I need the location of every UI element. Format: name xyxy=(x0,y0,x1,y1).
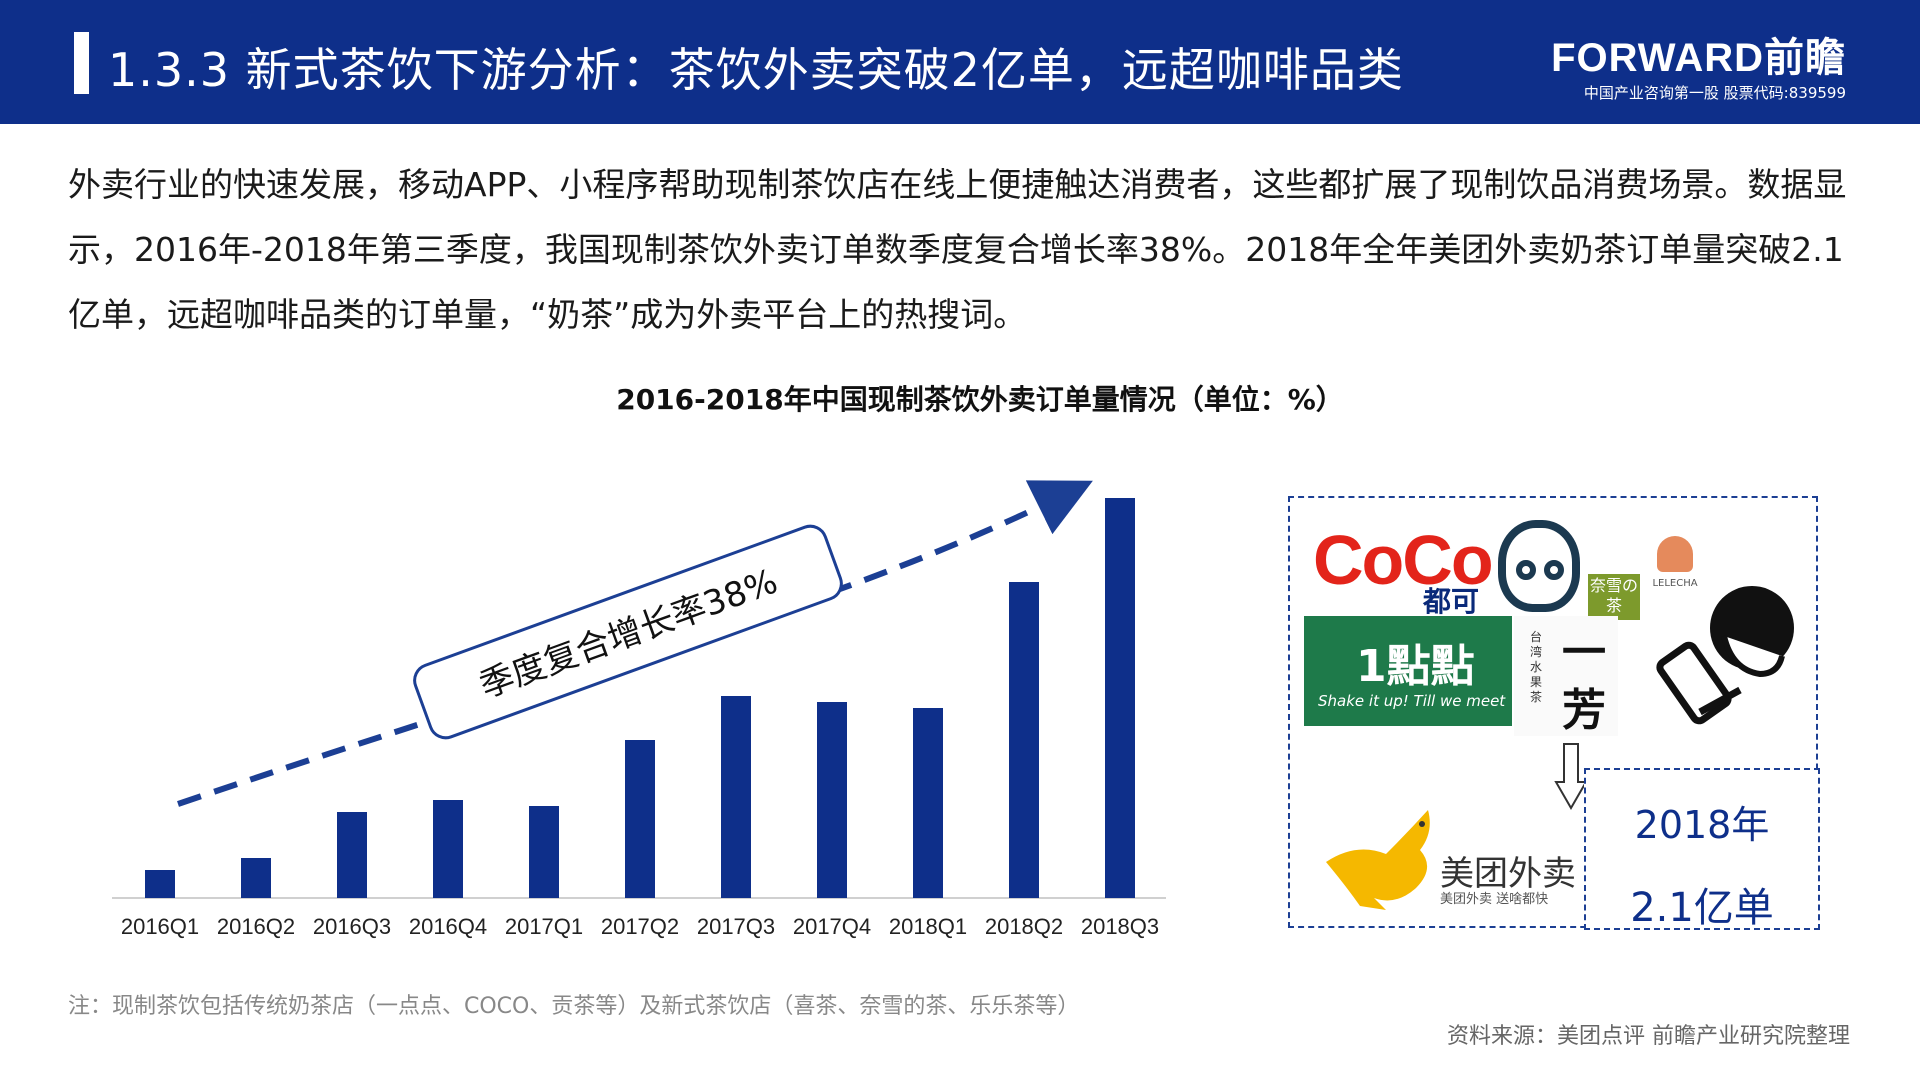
brand-tagline: 中国产业咨询第一股 股票代码:839599 xyxy=(1583,84,1846,102)
lelecha-label: LELECHA xyxy=(1652,578,1698,589)
kangaroo-logo-icon xyxy=(1326,810,1430,910)
heytea-eye-icon xyxy=(1516,560,1536,580)
brand-logo-text: FORWARD前瞻 xyxy=(1551,36,1846,80)
chart-title: 2016-2018年中国现制茶饮外卖订单量情况（单位：%） xyxy=(616,383,1344,416)
x-tick-label: 2017Q3 xyxy=(697,914,775,939)
heytea-eye-icon xyxy=(1544,560,1564,580)
bar-2016Q2 xyxy=(241,858,271,898)
callout-amount: 2.1亿单 xyxy=(1630,885,1774,931)
x-tick-label: 2016Q1 xyxy=(121,914,199,939)
header-banner: 1.3.3 新式茶饮下游分析：茶饮外卖突破2亿单，远超咖啡品类 FORWARD前… xyxy=(0,0,1920,124)
intro-paragraph: 外卖行业的快速发展，移动APP、小程序帮助现制茶饮店在线上便捷触达消费者，这些都… xyxy=(68,165,1847,334)
x-tick-label: 2017Q2 xyxy=(601,914,679,939)
yifang-name: 一芳 xyxy=(1562,627,1606,736)
brand-logo: FORWARD前瞻 中国产业咨询第一股 股票代码:839599 xyxy=(1546,36,1846,103)
lelecha-logo: LELECHA xyxy=(1644,536,1706,598)
coco-logo: CoCo xyxy=(1313,521,1494,599)
brand-logos-panel xyxy=(1288,496,1818,928)
yidiandian-slogan: Shake it up! Till we meet xyxy=(1318,692,1506,710)
x-tick-label: 2016Q3 xyxy=(313,914,391,939)
growth-rate-badge: 季度复合增长率38% xyxy=(413,524,843,740)
coco-cn-label: 都可 xyxy=(1423,585,1480,618)
bar-2017Q3 xyxy=(721,696,751,898)
bar-chart: 2016Q1 2016Q2 2016Q3 2016Q4 2017Q1 2017Q2 2017… xyxy=(112,480,1166,939)
naixue-logo: 奈雪の茶 xyxy=(1588,574,1640,620)
callout-year: 2018年 xyxy=(1634,803,1770,847)
heytea-logo-icon xyxy=(1498,520,1580,612)
bar-2017Q2 xyxy=(625,740,655,898)
x-tick-label: 2016Q2 xyxy=(217,914,295,939)
x-tick-label: 2017Q1 xyxy=(505,914,583,939)
meituan-name: 美团外卖 xyxy=(1440,854,1576,894)
title-accent-bar xyxy=(74,32,89,94)
meituan-slogan: 美团外卖 送啥都快 xyxy=(1440,892,1549,907)
bar-2018Q3 xyxy=(1105,498,1135,898)
yidiandian-name: 1點點 xyxy=(1356,641,1475,692)
bar-2017Q4 xyxy=(817,702,847,898)
yidiandian-logo: 1點點 Shake it up! Till we meet xyxy=(1304,616,1512,726)
x-tick-label: 2018Q2 xyxy=(985,914,1063,939)
x-tick-label: 2016Q4 xyxy=(409,914,487,939)
slide-title: 1.3.3 新式茶饮下游分析：茶饮外卖突破2亿单，远超咖啡品类 xyxy=(108,43,1404,97)
x-tick-label: 2017Q4 xyxy=(793,914,871,939)
down-arrow-icon xyxy=(1554,743,1588,811)
source-citation: 资料来源：美团点评 前瞻产业研究院整理 xyxy=(1447,1024,1850,1049)
footnote: 注：现制茶饮包括传统奶茶店（一点点、COCO、贡茶等）及新式茶饮店（喜茶、奈雪的… xyxy=(68,994,1080,1019)
order-volume-callout: 2018年 2.1亿单 xyxy=(1584,768,1820,931)
lelecha-mascot-icon xyxy=(1657,536,1693,572)
bar-2016Q1 xyxy=(145,870,175,898)
bar-2016Q4 xyxy=(433,800,463,898)
bar-2018Q1 xyxy=(913,708,943,898)
yifang-side-text: 台湾水果茶 xyxy=(1530,630,1543,704)
bar-2018Q2 xyxy=(1009,582,1039,898)
bar-2017Q1 xyxy=(529,806,559,898)
x-tick-label: 2018Q1 xyxy=(889,914,967,939)
drinker-logo-icon xyxy=(1656,586,1794,725)
yifang-logo: 台湾水果茶 一芳 xyxy=(1514,616,1618,736)
bar-2016Q3 xyxy=(337,812,367,898)
x-tick-label: 2018Q3 xyxy=(1081,914,1159,939)
